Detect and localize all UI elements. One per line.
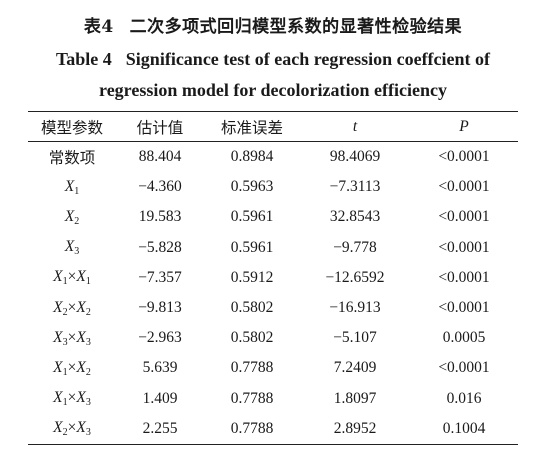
cell-t: −16.913 (329, 299, 381, 317)
cell-estimate: 5.639 (142, 359, 178, 377)
cell-std-error: 0.7788 (230, 419, 274, 437)
cell-std-error: 0.8984 (230, 148, 274, 166)
cell-param: X2×X2 (28, 293, 116, 323)
variable-label: X2×X3 (53, 419, 91, 439)
cell-p: <0.0001 (438, 178, 490, 196)
table-caption-en-line1: Table 4 Significance test of each regress… (0, 44, 546, 75)
cell-estimate: 2.255 (142, 419, 178, 437)
table-header-row: 模型参数 估计值 标准误差 t P (28, 111, 518, 142)
cell-estimate: −7.357 (138, 268, 182, 286)
cell-std-error: 0.5802 (230, 329, 274, 347)
variable-label: X3 (64, 238, 80, 258)
cell-param: X1×X1 (28, 263, 116, 293)
cell-p: 0.1004 (442, 419, 486, 437)
cell-param: X3×X3 (28, 323, 116, 353)
cell-estimate: 19.583 (138, 208, 182, 226)
cell-t: 98.4069 (329, 148, 381, 166)
cell-p: <0.0001 (438, 148, 490, 166)
cell-t: −5.107 (333, 329, 377, 347)
cell-std-error: 0.5912 (230, 268, 274, 286)
variable-label: X1×X3 (53, 389, 91, 409)
cell-std-error: 0.5963 (230, 178, 274, 196)
variable-label: X1 (64, 177, 80, 197)
table-caption-en-text1: Significance test of each regression coe… (125, 49, 491, 69)
variable-label: X1×X1 (53, 268, 91, 288)
header-estimate: 估计值 (136, 119, 184, 137)
cell-p: 0.016 (446, 389, 482, 407)
cell-param: X1×X2 (28, 353, 116, 383)
cell-p: 0.0005 (442, 329, 486, 347)
cell-t: −12.6592 (325, 268, 385, 286)
cell-std-error: 0.7788 (230, 389, 274, 407)
variable-label: X3×X3 (53, 328, 91, 348)
cell-estimate: −9.813 (138, 299, 182, 317)
header-param: 模型参数 (40, 119, 103, 137)
table-row: X1 −4.360 0.5963 −7.3113 <0.0001 (28, 172, 518, 202)
coefficient-table: 模型参数 估计值 标准误差 t P 常数项 88.404 0.8984 98.4069… (28, 111, 518, 445)
variable-label: X2×X2 (53, 298, 91, 318)
table-number-cn: 表4 (83, 17, 114, 37)
table-number-en: Table 4 (55, 49, 112, 69)
table-row: X1×X1 −7.357 0.5912 −12.6592 <0.0001 (28, 263, 518, 293)
table-title-cn: 表4 二次多项式回归模型系数的显著性检验结果 (0, 12, 546, 37)
header-std-error: 标准误差 (220, 119, 283, 137)
table-row: X1×X3 1.409 0.7788 1.8097 0.016 (28, 384, 518, 414)
cell-param: X1 (28, 172, 116, 202)
cell-param: X2×X3 (28, 414, 116, 445)
cell-estimate: 1.409 (142, 389, 178, 407)
cell-p: <0.0001 (438, 238, 490, 256)
cell-p: <0.0001 (438, 299, 490, 317)
cell-p: <0.0001 (438, 268, 490, 286)
cell-std-error: 0.5961 (230, 208, 274, 226)
cell-param: X3 (28, 233, 116, 263)
cell-std-error: 0.7788 (230, 359, 274, 377)
table-body: 常数项 88.404 0.8984 98.4069 <0.0001 X1 −4.360 0.5… (28, 142, 518, 445)
variable-label: X1×X2 (53, 358, 91, 378)
table-row: X2 19.583 0.5961 32.8543 <0.0001 (28, 202, 518, 232)
cell-t: 2.8952 (333, 419, 377, 437)
header-p: P (459, 117, 469, 135)
cell-estimate: −5.828 (138, 238, 182, 256)
cell-param: 常数项 (48, 150, 96, 168)
cell-t: 32.8543 (329, 208, 381, 226)
cell-t: 1.8097 (333, 389, 377, 407)
cell-p: <0.0001 (438, 208, 490, 226)
table-caption-cn: 二次多项式回归模型系数的显著性检验结果 (129, 17, 463, 37)
table-row: X3×X3 −2.963 0.5802 −5.107 0.0005 (28, 323, 518, 353)
cell-param: X1×X3 (28, 384, 116, 414)
cell-t: 7.2409 (333, 359, 377, 377)
cell-param: X2 (28, 202, 116, 232)
cell-estimate: −4.360 (138, 178, 182, 196)
table-row: X1×X2 5.639 0.7788 7.2409 <0.0001 (28, 353, 518, 383)
header-t: t (352, 117, 358, 135)
cell-estimate: −2.963 (138, 329, 182, 347)
table-row: X2×X2 −9.813 0.5802 −16.913 <0.0001 (28, 293, 518, 323)
cell-t: −7.3113 (329, 178, 381, 196)
table-row: 常数项 88.404 0.8984 98.4069 <0.0001 (28, 142, 518, 173)
cell-std-error: 0.5802 (230, 299, 274, 317)
table-row: X3 −5.828 0.5961 −9.778 <0.0001 (28, 233, 518, 263)
table-caption-en-line2: regression model for decolorization effi… (99, 80, 447, 100)
variable-label: X2 (64, 207, 80, 227)
cell-std-error: 0.5961 (230, 238, 274, 256)
cell-t: −9.778 (333, 238, 377, 256)
cell-estimate: 88.404 (138, 148, 182, 166)
table-title-en: Table 4 Significance test of each regress… (0, 44, 546, 106)
table-row: X2×X3 2.255 0.7788 2.8952 0.1004 (28, 414, 518, 445)
cell-p: <0.0001 (438, 359, 490, 377)
